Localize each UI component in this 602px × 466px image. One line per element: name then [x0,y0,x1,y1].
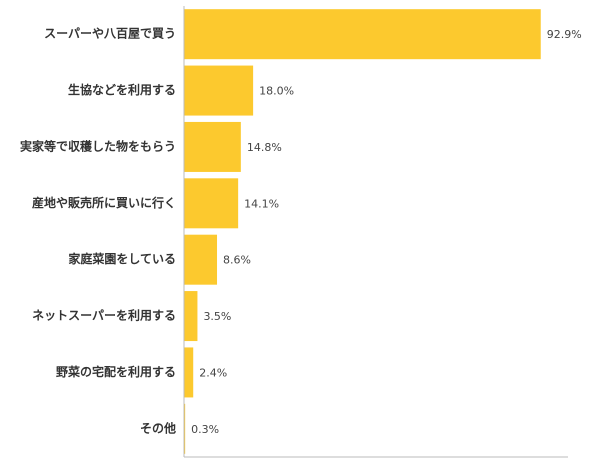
bar [184,65,254,116]
value-label: 92.9% [547,28,582,41]
bar [184,9,541,60]
y-tick-label: ネットスーパーを利用する [32,308,176,323]
y-tick-label: 産地や販売所に買いに行く [32,195,176,210]
y-tick-label: 家庭菜園をしている [68,251,176,266]
bar [184,121,241,172]
bar [184,234,218,285]
y-tick-label: スーパーや八百屋で買う [44,27,176,41]
value-label: 3.5% [203,310,231,323]
value-label: 14.8% [247,141,282,154]
bar [184,403,186,454]
value-label: 8.6% [223,254,251,267]
bar [184,178,239,229]
bar [184,291,198,342]
y-tick-label: 野菜の宅配を利用する [56,364,176,379]
bar [184,347,194,398]
y-tick-label: その他 [140,420,176,435]
value-label: 14.1% [244,197,279,210]
y-tick-label: 生協などを利用する [68,82,176,97]
value-label: 18.0% [259,85,294,98]
y-tick-label: 実家等で収穫した物をもらう [20,138,176,153]
value-label: 2.4% [199,366,227,379]
value-label: 0.3% [191,423,219,436]
